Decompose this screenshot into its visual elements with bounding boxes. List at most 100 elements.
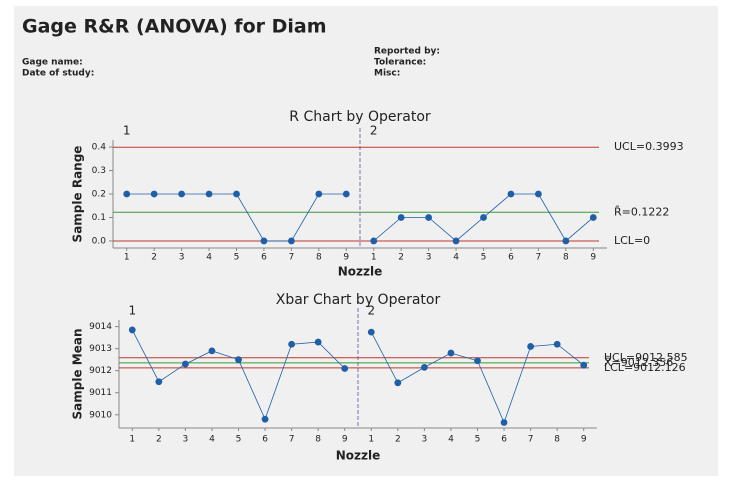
- operator-label: 1: [123, 124, 131, 138]
- data-point: [205, 190, 213, 198]
- x-tick-label: 2: [156, 435, 162, 445]
- data-point: [562, 237, 570, 245]
- x-tick-label: 8: [315, 435, 321, 445]
- operator-label: 1: [128, 304, 136, 318]
- data-point: [420, 363, 428, 371]
- data-point: [341, 365, 349, 372]
- y-tick-label: 0.0: [92, 236, 107, 246]
- y-tick-label: 9012: [89, 366, 112, 376]
- data-point: [315, 190, 323, 198]
- y-tick-label: 0.4: [92, 143, 107, 153]
- x-tick-label: 3: [422, 435, 428, 445]
- data-point: [128, 326, 136, 334]
- x-tick-label: 6: [501, 435, 507, 445]
- x-tick-label: 2: [398, 253, 404, 263]
- x-tick-label: 9: [590, 253, 596, 263]
- data-point: [233, 190, 240, 198]
- y-axis-label: Sample Mean: [71, 329, 85, 420]
- report-title: Gage R&R (ANOVA) for Diam: [22, 16, 327, 38]
- data-point: [287, 237, 295, 245]
- data-point: [208, 347, 216, 355]
- operator-label: 2: [370, 124, 378, 138]
- x-tick-label: 4: [209, 435, 215, 445]
- y-axis-label: Sample Range: [71, 146, 85, 243]
- data-point: [155, 378, 163, 386]
- x-tick-label: 7: [289, 435, 295, 445]
- date-of-study: Date of study:: [22, 69, 94, 79]
- x-axis-label: Nozzle: [338, 265, 383, 279]
- x-tick-label: 1: [368, 435, 374, 445]
- chart-title: R Chart by Operator: [289, 109, 431, 125]
- control-limit-label: UCL=9012.585: [604, 351, 688, 364]
- operator-label: 2: [367, 304, 375, 318]
- x-tick-label: 5: [481, 253, 487, 263]
- x-tick-label: 8: [316, 253, 322, 263]
- control-limit-label: UCL=0.3993: [614, 140, 684, 153]
- x-tick-label: 4: [206, 253, 212, 263]
- x-tick-label: 1: [371, 253, 377, 263]
- data-point: [288, 340, 296, 348]
- data-point: [500, 419, 508, 426]
- data-point: [370, 237, 378, 245]
- x-tick-label: 9: [581, 435, 587, 445]
- control-limit-label: LCL=0: [614, 234, 650, 247]
- data-point: [474, 357, 481, 365]
- data-point: [123, 190, 131, 198]
- x-tick-label: 4: [448, 435, 454, 445]
- x-tick-label: 7: [536, 253, 542, 263]
- data-point: [447, 349, 455, 357]
- y-tick-label: 9013: [89, 344, 112, 354]
- x-tick-label: 6: [508, 253, 514, 263]
- y-tick-label: 9010: [89, 410, 112, 420]
- data-point: [181, 360, 189, 368]
- data-point: [589, 214, 597, 221]
- x-tick-label: 9: [342, 435, 348, 445]
- x-tick-label: 8: [554, 435, 560, 445]
- y-tick-label: 9011: [89, 388, 112, 398]
- data-point: [480, 214, 487, 221]
- data-point: [534, 190, 542, 198]
- data-point: [367, 328, 375, 336]
- x-tick-label: 3: [426, 253, 432, 263]
- reported-by: Reported by:: [374, 47, 440, 57]
- data-point: [314, 338, 322, 346]
- x-tick-label: 5: [236, 435, 242, 445]
- tolerance: Tolerance:: [374, 58, 426, 68]
- control-limit-label: LCL=9012.126: [604, 361, 686, 374]
- x-tick-label: 5: [475, 435, 481, 445]
- x-axis-label: Nozzle: [336, 449, 381, 463]
- y-tick-label: 0.3: [92, 166, 106, 176]
- data-point: [261, 415, 269, 423]
- control-limit-label: R̄=0.1222: [614, 205, 669, 218]
- control-limit-label: X̿=9012.356: [604, 355, 673, 369]
- data-point: [452, 237, 460, 245]
- x-tick-label: 2: [395, 435, 401, 445]
- data-point: [150, 190, 158, 198]
- x-tick-label: 6: [261, 253, 267, 263]
- data-point: [425, 214, 433, 221]
- gage-name: Gage name:: [22, 58, 83, 68]
- data-point: [394, 379, 402, 387]
- x-tick-label: 1: [124, 253, 130, 263]
- data-point: [178, 190, 186, 198]
- x-tick-label: 6: [262, 435, 268, 445]
- data-point: [527, 343, 535, 350]
- data-point: [397, 214, 405, 221]
- x-tick-label: 7: [289, 253, 295, 263]
- y-tick-label: 0.2: [92, 190, 106, 200]
- chart-title: Xbar Chart by Operator: [276, 292, 441, 308]
- x-tick-label: 2: [151, 253, 157, 263]
- x-tick-label: 7: [528, 435, 534, 445]
- data-point: [342, 190, 350, 198]
- x-tick-label: 9: [343, 253, 349, 263]
- y-tick-label: 0.1: [92, 213, 106, 223]
- x-tick-label: 8: [563, 253, 569, 263]
- misc: Misc:: [374, 69, 400, 79]
- data-point: [507, 190, 515, 198]
- x-tick-label: 4: [453, 253, 459, 263]
- x-tick-label: 3: [179, 253, 185, 263]
- x-tick-label: 3: [183, 435, 189, 445]
- x-tick-label: 1: [129, 435, 135, 445]
